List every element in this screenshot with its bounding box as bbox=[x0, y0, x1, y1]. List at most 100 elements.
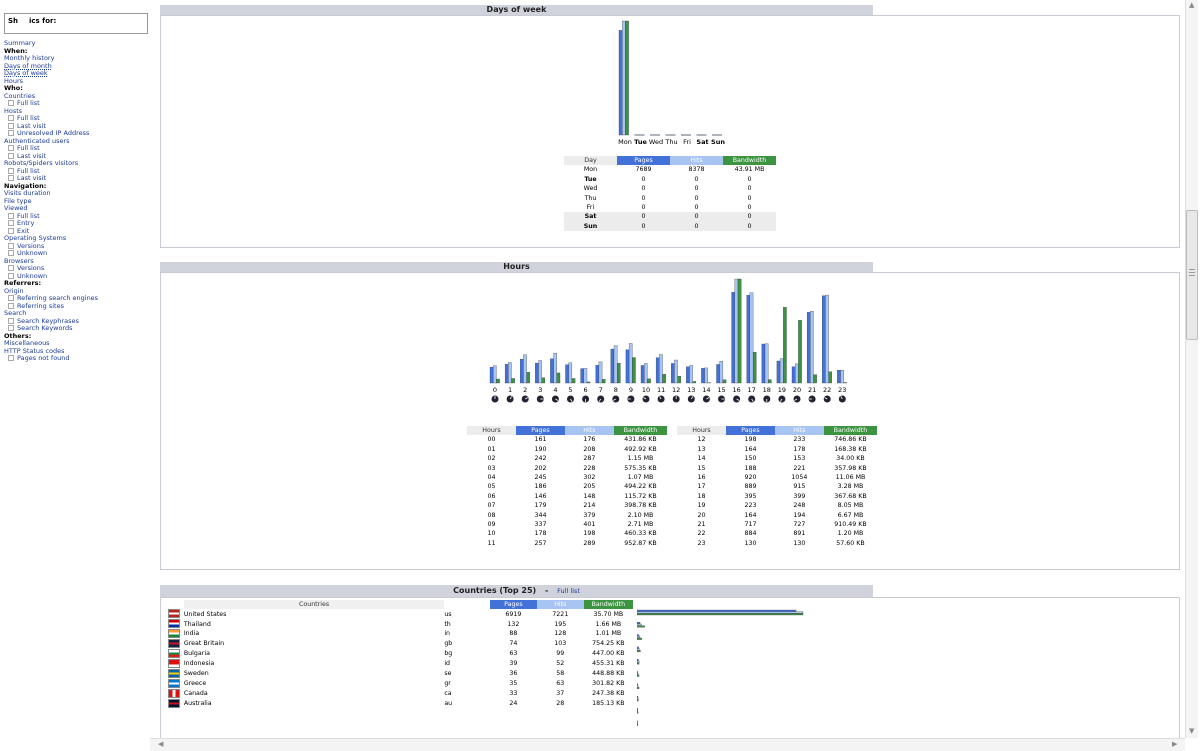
country-pages: 35 bbox=[490, 679, 537, 689]
stats-prefix: Sh bbox=[8, 17, 18, 25]
day-bandwidth: 43.91 MB bbox=[723, 165, 776, 174]
hour-axis-label: 17 bbox=[748, 386, 756, 394]
hour-bandwidth: 8.05 MB bbox=[824, 501, 877, 510]
day-name: Sat bbox=[564, 212, 617, 221]
scroll-down-icon[interactable]: ▼ bbox=[1189, 727, 1194, 735]
day-hits: 0 bbox=[670, 184, 723, 193]
day-pages: 0 bbox=[617, 222, 670, 231]
country-bandwidth: 455.31 KB bbox=[584, 659, 633, 669]
hour-value: 23 bbox=[677, 539, 726, 548]
country-bandwidth: 447.00 KB bbox=[584, 649, 633, 659]
clock-icon bbox=[718, 396, 725, 403]
hour-pages-bar bbox=[701, 368, 704, 383]
hour-value: 01 bbox=[467, 445, 516, 454]
hour-axis-label: 13 bbox=[687, 386, 695, 394]
hour-bandwidth: 952.87 KB bbox=[614, 539, 667, 548]
vertical-scrollbar[interactable]: ▲ ▼ bbox=[1185, 0, 1198, 738]
hour-pages: 717 bbox=[726, 520, 775, 529]
hour-pages: 186 bbox=[516, 482, 565, 491]
scroll-left-icon[interactable]: ◀ bbox=[158, 740, 163, 748]
au-flag-icon bbox=[168, 699, 180, 708]
hour-axis-label: 8 bbox=[614, 386, 618, 394]
hour-bandwidth-bar bbox=[723, 380, 726, 383]
day-pages: 0 bbox=[617, 212, 670, 221]
hour-pages: 190 bbox=[516, 445, 565, 454]
hours-header-hits: Hits bbox=[775, 426, 824, 435]
hour-hits-bar bbox=[795, 364, 798, 383]
country-pages-bar bbox=[637, 622, 640, 624]
clock-icon bbox=[809, 396, 816, 403]
hour-bandwidth-bar bbox=[753, 352, 756, 383]
hour-pages: 884 bbox=[726, 529, 775, 538]
country-hits: 99 bbox=[537, 649, 584, 659]
country-pages-bar bbox=[637, 721, 638, 723]
country-code: in bbox=[444, 629, 490, 639]
hour-hits-bar bbox=[614, 346, 617, 383]
country-code: se bbox=[444, 669, 490, 679]
country-bandwidth: 247.38 KB bbox=[584, 689, 633, 699]
hour-axis-label: 12 bbox=[672, 386, 680, 394]
hour-bandwidth: 398.78 KB bbox=[614, 501, 667, 510]
countries-title-text: Countries (Top 25) bbox=[453, 586, 536, 595]
hour-bandwidth-bar bbox=[798, 320, 801, 383]
countries-title-separator: - bbox=[545, 586, 548, 595]
countries-header-pages: Pages bbox=[490, 600, 537, 609]
nav-item-hours[interactable]: Hours bbox=[4, 78, 148, 86]
vertical-scroll-thumb[interactable] bbox=[1186, 210, 1198, 340]
hours-header-pages: Pages bbox=[516, 426, 565, 435]
scroll-up-icon[interactable]: ▲ bbox=[1189, 1, 1194, 9]
day-bandwidth: 0 bbox=[723, 175, 776, 184]
country-hits-bar bbox=[637, 612, 803, 614]
countries-full-list-link[interactable]: Full list bbox=[557, 587, 580, 595]
horizontal-scrollbar[interactable]: ◀ ▶ bbox=[150, 738, 1185, 751]
clock-icon bbox=[688, 396, 695, 403]
countries-header-bandwidth: Bandwidth bbox=[584, 600, 633, 609]
hour-bandwidth-bar bbox=[678, 376, 681, 383]
day-pages: 7689 bbox=[617, 165, 670, 174]
hour-bandwidth: 11.06 MB bbox=[824, 473, 877, 482]
nav-item-days-of-week[interactable]: Days of week bbox=[4, 70, 148, 78]
hour-hits: 289 bbox=[565, 539, 614, 548]
hour-hits-bar bbox=[841, 370, 844, 383]
hour-pages-bar bbox=[535, 363, 538, 383]
hour-bandwidth: 34.00 KB bbox=[824, 454, 877, 463]
nav-item-full-list[interactable]: Full list bbox=[4, 100, 148, 108]
hour-pages: 179 bbox=[516, 501, 565, 510]
day-pages: 0 bbox=[617, 203, 670, 212]
clock-icon bbox=[507, 396, 514, 403]
country-hits: 103 bbox=[537, 639, 584, 649]
hour-value: 10 bbox=[467, 529, 516, 538]
scroll-right-icon[interactable]: ▶ bbox=[1172, 740, 1177, 748]
country-pages: 36 bbox=[490, 669, 537, 679]
hour-value: 18 bbox=[677, 492, 726, 501]
nav-item-pages-not-found[interactable]: Pages not found bbox=[4, 355, 148, 363]
hour-pages-bar bbox=[792, 367, 795, 383]
hour-bandwidth: 357.98 KB bbox=[824, 464, 877, 473]
days-header-pages: Pages bbox=[617, 156, 670, 165]
country-code: us bbox=[444, 609, 490, 619]
country-bandwidth-bar bbox=[637, 700, 638, 702]
hour-hits-bar bbox=[644, 363, 647, 383]
hour-hits: 221 bbox=[775, 464, 824, 473]
hour-axis-label: 11 bbox=[657, 386, 665, 394]
hour-bandwidth-bar bbox=[602, 379, 605, 383]
hour-pages: 178 bbox=[516, 529, 565, 538]
day-name: Sun bbox=[564, 222, 617, 231]
hour-axis-label: 21 bbox=[808, 386, 816, 394]
country-name: United States bbox=[184, 609, 445, 619]
hour-bandwidth: 168.38 KB bbox=[824, 445, 877, 454]
hour-hits-bar bbox=[599, 362, 602, 383]
hours-header-hour: Hours bbox=[467, 426, 516, 435]
hour-axis-label: 22 bbox=[823, 386, 831, 394]
hour-pages-bar bbox=[550, 359, 553, 383]
clock-icon bbox=[824, 396, 831, 403]
country-pages: 63 bbox=[490, 649, 537, 659]
day-axis-label: Tue bbox=[634, 138, 647, 146]
